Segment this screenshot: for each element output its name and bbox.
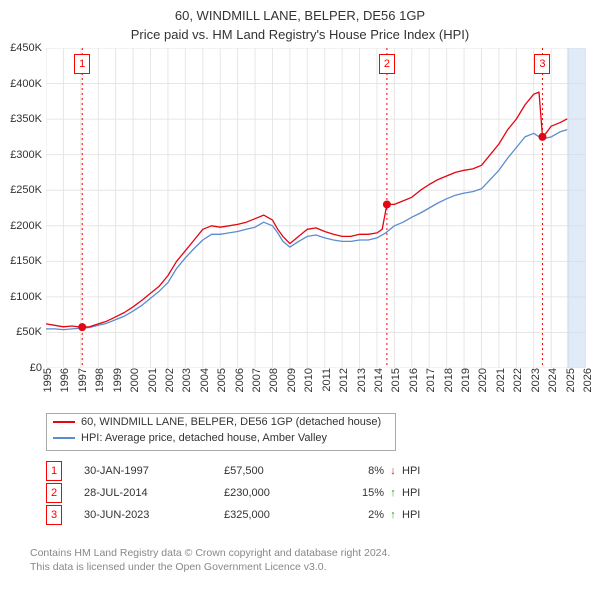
legend-box: 60, WINDMILL LANE, BELPER, DE56 1GP (det…: [46, 413, 396, 451]
x-tick-label: 2012: [334, 368, 350, 392]
transaction-row: 2 28-JUL-2014£230,00015%↑HPI: [46, 482, 420, 504]
y-tick-label: £150K: [10, 255, 46, 267]
y-tick-label: £250K: [10, 184, 46, 196]
x-tick-label: 2015: [386, 368, 402, 392]
x-tick-label: 2022: [508, 368, 524, 392]
y-tick-label: £50K: [16, 326, 46, 338]
x-tick-label: 2008: [264, 368, 280, 392]
transaction-marker-3: 3: [534, 54, 550, 74]
transaction-pct: 2%: [324, 509, 384, 521]
chart-plot-area: £0£50K£100K£150K£200K£250K£300K£350K£400…: [46, 48, 586, 368]
transaction-pct: 15%: [324, 487, 384, 499]
chart-svg: [46, 48, 586, 368]
y-tick-label: £300K: [10, 149, 46, 161]
x-tick-label: 2026: [578, 368, 594, 392]
transaction-suffix: HPI: [402, 465, 420, 477]
transaction-row: 3 30-JUN-2023£325,0002%↑HPI: [46, 504, 420, 526]
transaction-row: 1 30-JAN-1997£57,5008%↓HPI: [46, 460, 420, 482]
legend-swatch: [53, 421, 75, 423]
x-tick-label: 2014: [369, 368, 385, 392]
x-tick-label: 2009: [282, 368, 298, 392]
x-tick-label: 2020: [473, 368, 489, 392]
x-tick-label: 2023: [526, 368, 542, 392]
legend-label: 60, WINDMILL LANE, BELPER, DE56 1GP (det…: [81, 416, 381, 428]
x-tick-label: 2003: [177, 368, 193, 392]
x-tick-label: 2005: [212, 368, 228, 392]
transaction-index-box: 1: [46, 461, 62, 481]
arrow-up-icon: ↑: [384, 487, 402, 499]
legend-swatch: [53, 437, 75, 439]
transaction-price: £325,000: [224, 509, 324, 521]
transaction-marker-2: 2: [379, 54, 395, 74]
x-tick-label: 2006: [230, 368, 246, 392]
x-tick-label: 1996: [55, 368, 71, 392]
x-tick-label: 2001: [143, 368, 159, 392]
x-tick-label: 2016: [404, 368, 420, 392]
y-tick-label: £400K: [10, 78, 46, 90]
x-tick-label: 2000: [125, 368, 141, 392]
transaction-price: £230,000: [224, 487, 324, 499]
x-tick-label: 2007: [247, 368, 263, 392]
transaction-marker-1: 1: [74, 54, 90, 74]
transaction-suffix: HPI: [402, 487, 420, 499]
transaction-date: 30-JAN-1997: [84, 465, 224, 477]
transaction-date: 30-JUN-2023: [84, 509, 224, 521]
legend-item: HPI: Average price, detached house, Ambe…: [47, 430, 395, 446]
x-tick-label: 2021: [491, 368, 507, 392]
x-tick-label: 2002: [160, 368, 176, 392]
page-title-line1: 60, WINDMILL LANE, BELPER, DE56 1GP: [0, 8, 600, 23]
transaction-date: 28-JUL-2014: [84, 487, 224, 499]
footer-attribution: Contains HM Land Registry data © Crown c…: [30, 546, 390, 574]
transaction-suffix: HPI: [402, 509, 420, 521]
transaction-index-box: 3: [46, 505, 62, 525]
arrow-up-icon: ↑: [384, 509, 402, 521]
legend-item: 60, WINDMILL LANE, BELPER, DE56 1GP (det…: [47, 414, 395, 430]
y-tick-label: £450K: [10, 42, 46, 54]
x-tick-label: 1999: [108, 368, 124, 392]
y-tick-label: £200K: [10, 220, 46, 232]
footer-line2: This data is licensed under the Open Gov…: [30, 560, 390, 574]
arrow-down-icon: ↓: [384, 465, 402, 477]
x-tick-label: 2004: [195, 368, 211, 392]
legend-label: HPI: Average price, detached house, Ambe…: [81, 432, 327, 444]
x-tick-label: 2010: [299, 368, 315, 392]
x-tick-label: 1997: [73, 368, 89, 392]
x-tick-label: 1995: [38, 368, 54, 392]
footer-line1: Contains HM Land Registry data © Crown c…: [30, 546, 390, 560]
transaction-index-box: 2: [46, 483, 62, 503]
x-tick-label: 2018: [439, 368, 455, 392]
x-tick-label: 2017: [421, 368, 437, 392]
x-tick-label: 1998: [90, 368, 106, 392]
transaction-pct: 8%: [324, 465, 384, 477]
transactions-table: 130-JAN-1997£57,5008%↓HPI228-JUL-2014£23…: [46, 460, 420, 526]
x-tick-label: 2025: [561, 368, 577, 392]
y-tick-label: £100K: [10, 291, 46, 303]
y-tick-label: £350K: [10, 113, 46, 125]
x-tick-label: 2024: [543, 368, 559, 392]
x-tick-label: 2013: [352, 368, 368, 392]
page-title-line2: Price paid vs. HM Land Registry's House …: [0, 27, 600, 42]
x-tick-label: 2011: [317, 368, 333, 392]
transaction-price: £57,500: [224, 465, 324, 477]
x-tick-label: 2019: [456, 368, 472, 392]
